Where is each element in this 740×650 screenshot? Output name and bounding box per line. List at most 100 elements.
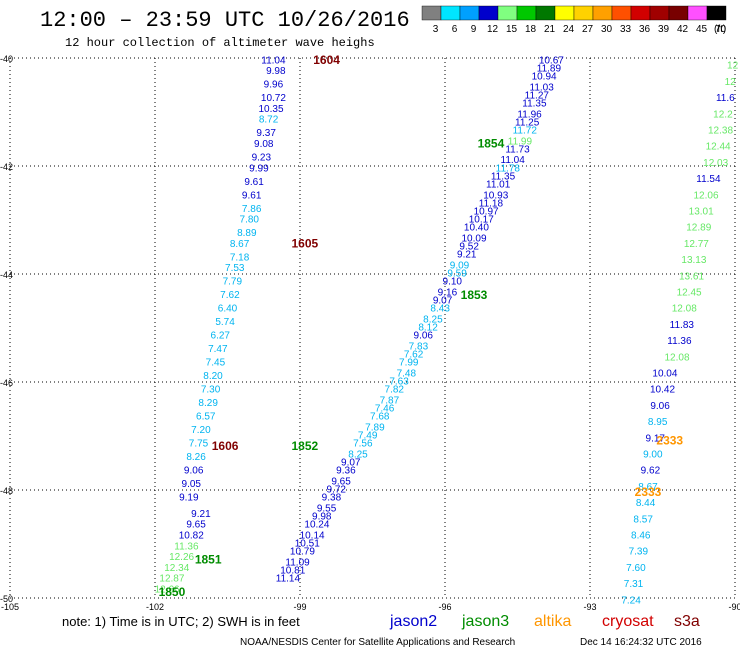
- wave-height-value: 9.21: [191, 509, 211, 520]
- wave-height-value: 8.12: [418, 323, 438, 334]
- wave-height-value: 9.17: [646, 433, 666, 444]
- wave-height-value: 13.01: [689, 207, 714, 218]
- wave-height-value: 9.06: [650, 401, 670, 412]
- wave-height-value: 9.65: [331, 477, 351, 488]
- wave-height-value: 7.83: [409, 342, 429, 353]
- wave-height-value: 8.72: [259, 115, 279, 126]
- wave-height-value: 8.67: [638, 482, 658, 493]
- wave-height-value: 7.45: [206, 358, 226, 369]
- wave-height-value: 8.25: [348, 450, 368, 461]
- wave-height-value: 7.48: [397, 369, 417, 380]
- pass-time-label: 1605: [291, 236, 318, 250]
- lat-tick-label: -42: [0, 162, 13, 172]
- wave-height-value: 10.67: [539, 55, 564, 66]
- wave-height-value: 8.20: [203, 371, 223, 382]
- wave-height-value: 10.17: [469, 215, 494, 226]
- wave-height-value: 7.39: [629, 547, 649, 558]
- east-pass-green: 12.08 11.36 11.83 12.08 12.45 13.61 13.13 12.77…: [664, 61, 738, 364]
- lon-tick-label: -99: [293, 602, 306, 612]
- wave-height-value: 9.16: [438, 288, 458, 299]
- legend-label: 39: [658, 24, 670, 35]
- wave-height-value: 9.08: [254, 139, 274, 150]
- legend-swatch: [573, 5, 594, 21]
- wave-height-value: 11.27: [525, 90, 550, 101]
- satellite-legend: jason2 jason3 altika cryosat s3a: [389, 613, 700, 630]
- wave-height-value: 8.95: [648, 417, 668, 428]
- wave-height-value: 10.24: [304, 520, 329, 531]
- wave-height-value: 12.44: [706, 142, 731, 153]
- legend-swatch: [478, 5, 499, 21]
- wave-height-value: 10.51: [295, 539, 320, 550]
- legend-swatch: [592, 5, 613, 21]
- wave-height-value: 11.6: [716, 93, 735, 104]
- legend-label: 33: [620, 24, 632, 35]
- legend-label: 27: [582, 24, 594, 35]
- wave-height-value: 10.97: [474, 207, 499, 218]
- wave-height-value: 6.40: [218, 304, 238, 315]
- legend-swatch: [668, 5, 689, 21]
- lat-tick-label: -50: [0, 594, 13, 604]
- wave-height-value: 9.00: [643, 450, 663, 461]
- map-title: 12:00 – 23:59 UTC 10/26/2016: [40, 8, 410, 33]
- wave-height-value: 8.89: [237, 228, 257, 239]
- legend-swatch: [706, 5, 727, 21]
- wave-height-value: 7.99: [399, 358, 419, 369]
- wave-height-value: 8.57: [633, 514, 653, 525]
- satellite-cryosat: cryosat: [602, 613, 654, 630]
- wave-height-value: 8.46: [631, 531, 651, 542]
- wave-height-value: 10.72: [261, 93, 286, 104]
- legend-swatch: [459, 5, 480, 21]
- wave-height-value: 9.61: [244, 177, 264, 188]
- wave-height-value: 7.62: [220, 290, 240, 301]
- wave-height-value: 11.78: [496, 163, 521, 174]
- wave-height-value: 11.72: [513, 126, 538, 137]
- wave-height-value: 6.27: [211, 331, 231, 342]
- lat-tick-label: -44: [0, 270, 13, 280]
- legend-label: 15: [506, 24, 518, 35]
- satellite-jason2: jason2: [389, 613, 437, 630]
- pass-time-label: 1853: [461, 288, 488, 302]
- wave-height-value: 7.75: [189, 439, 209, 450]
- wave-height-value: 10.79: [290, 547, 315, 558]
- legend-label: 3: [433, 24, 439, 35]
- lat-tick-label: -46: [0, 378, 13, 388]
- wave-height-value: 10.40: [464, 223, 489, 234]
- wave-height-value: 11.03: [530, 82, 555, 93]
- lat-tick-label: -40: [0, 54, 13, 64]
- east-pass-cyan: 8.67 8.44 8.57 8.46 7.39 7.60 7.31 7.24 9.62 9.00…: [621, 369, 678, 607]
- legend-label: 36: [639, 24, 651, 35]
- footer-note: note: 1) Time is in UTC; 2) SWH is in fe…: [62, 614, 300, 629]
- legend-swatch: [497, 5, 518, 21]
- legend-swatch: [440, 5, 461, 21]
- wave-height-value: 7.30: [201, 385, 221, 396]
- wave-height-value: 9.19: [179, 493, 199, 504]
- wave-height-value: 7.82: [385, 385, 405, 396]
- wave-height-value: 12: [725, 77, 737, 88]
- wave-height-value: 10.81: [280, 566, 305, 577]
- wave-height-value: 10.04: [652, 369, 677, 380]
- legend-unit: (ft): [714, 24, 726, 35]
- wave-height-value: 11.25: [515, 117, 540, 128]
- wave-height-value: 9.37: [256, 128, 276, 139]
- wave-height-value: 7.56: [353, 439, 373, 450]
- legend-label: 21: [544, 24, 556, 35]
- wave-height-value: 11.04: [501, 155, 526, 166]
- wave-height-value: 7.20: [191, 425, 211, 436]
- wave-height-value: 10.82: [179, 531, 204, 542]
- wave-height-value: 11.36: [174, 541, 199, 552]
- wave-height-value: 12.08: [664, 352, 689, 363]
- wave-height-value: 7.24: [621, 595, 641, 606]
- pass-time-label: 2333: [635, 485, 662, 499]
- wave-height-value: 7.49: [358, 431, 378, 442]
- wave-height-value: 7.47: [208, 344, 228, 355]
- legend-label: 24: [563, 24, 575, 35]
- lon-tick-label: -105: [1, 602, 19, 612]
- legend-swatch: [649, 5, 670, 21]
- wave-height-value: 9.98: [312, 512, 332, 523]
- wave-height-value: 9.06: [414, 331, 434, 342]
- wave-height-value: 12.45: [677, 288, 702, 299]
- wave-height-value: 12.38: [708, 126, 733, 137]
- wave-height-value: 7.87: [380, 396, 400, 407]
- wave-height-value: 12.77: [684, 239, 709, 250]
